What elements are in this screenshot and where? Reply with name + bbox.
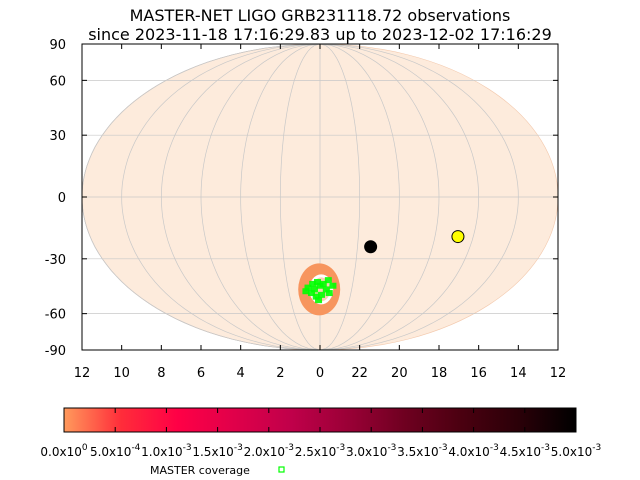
x-tick-label: 0 [316, 366, 324, 381]
coverage-point [329, 282, 337, 289]
chart-title: MASTER-NET LIGO GRB231118.72 observation… [129, 6, 511, 25]
colorbar-tick-label: 2.0x10-3 [244, 443, 294, 459]
x-tick-label: 8 [157, 366, 165, 381]
coverage-point [325, 290, 333, 297]
colorbar-tick-label: 3.0x10-3 [346, 443, 396, 459]
x-tick-label: 6 [197, 366, 205, 381]
coverage-point [319, 280, 327, 287]
black-circle [364, 240, 378, 254]
x-tick-label: 2 [276, 366, 284, 381]
x-tick-label: 12 [550, 366, 567, 381]
y-tick-label: -90 [45, 344, 66, 359]
coverage-point [310, 286, 318, 293]
y-tick-label: 90 [49, 38, 66, 53]
colorbar: 0.0x100 5.0x10-4 1.0x10-3 1.5x10-3 2.0x10-3 2… [40, 407, 601, 473]
coverage-point [322, 286, 330, 293]
x-tick-label: 18 [431, 366, 448, 381]
colorbar-tick-label: 0.0x100 [40, 443, 87, 459]
coverage-point [302, 288, 310, 295]
x-tick-label: 14 [510, 366, 527, 381]
x-tick-label: 12 [74, 366, 91, 381]
coverage-point [324, 277, 332, 284]
legend-label: MASTER coverage [150, 464, 250, 477]
x-tick-label: 10 [113, 366, 130, 381]
colorbar-tick-label: 4.0x10-3 [448, 443, 498, 459]
coverage-point [315, 297, 323, 304]
y-tick-label: -60 [45, 308, 66, 323]
map-layer [81, 43, 559, 351]
y-tick-label: 30 [49, 129, 66, 144]
x-tick-label: 20 [391, 366, 408, 381]
colorbar-tick-label: 1.0x10-3 [141, 443, 191, 459]
coverage-point [308, 290, 316, 297]
colorbar-tick-label: 3.5x10-3 [397, 443, 447, 459]
legend-swatch [278, 466, 285, 473]
x-tick-label: 16 [470, 366, 487, 381]
colorbar-tick-label: 1.5x10-3 [192, 443, 242, 459]
colorbar-tick-label: 5.0x10-4 [90, 443, 141, 459]
x-tick-label: 22 [351, 366, 368, 381]
yellow-circle [451, 230, 465, 244]
coverage-point [304, 284, 312, 291]
coverage-point [318, 291, 326, 298]
colorbar-tick-label: 2.5x10-3 [295, 443, 345, 459]
coverage-point [314, 279, 322, 286]
chart-subtitle: since 2023-11-18 17:16:29.83 up to 2023-… [88, 25, 552, 44]
colorbar-tick-label: 5.0x10-3 [551, 443, 601, 459]
colorbar-tick-label: 4.5x10-3 [500, 443, 550, 459]
coverage-point [312, 293, 320, 300]
coverage-point [309, 280, 317, 287]
y-tick-label: 0 [58, 191, 66, 206]
y-tick-label: -30 [45, 253, 66, 268]
y-tick-label: 60 [49, 74, 66, 89]
x-tick-label: 4 [237, 366, 245, 381]
